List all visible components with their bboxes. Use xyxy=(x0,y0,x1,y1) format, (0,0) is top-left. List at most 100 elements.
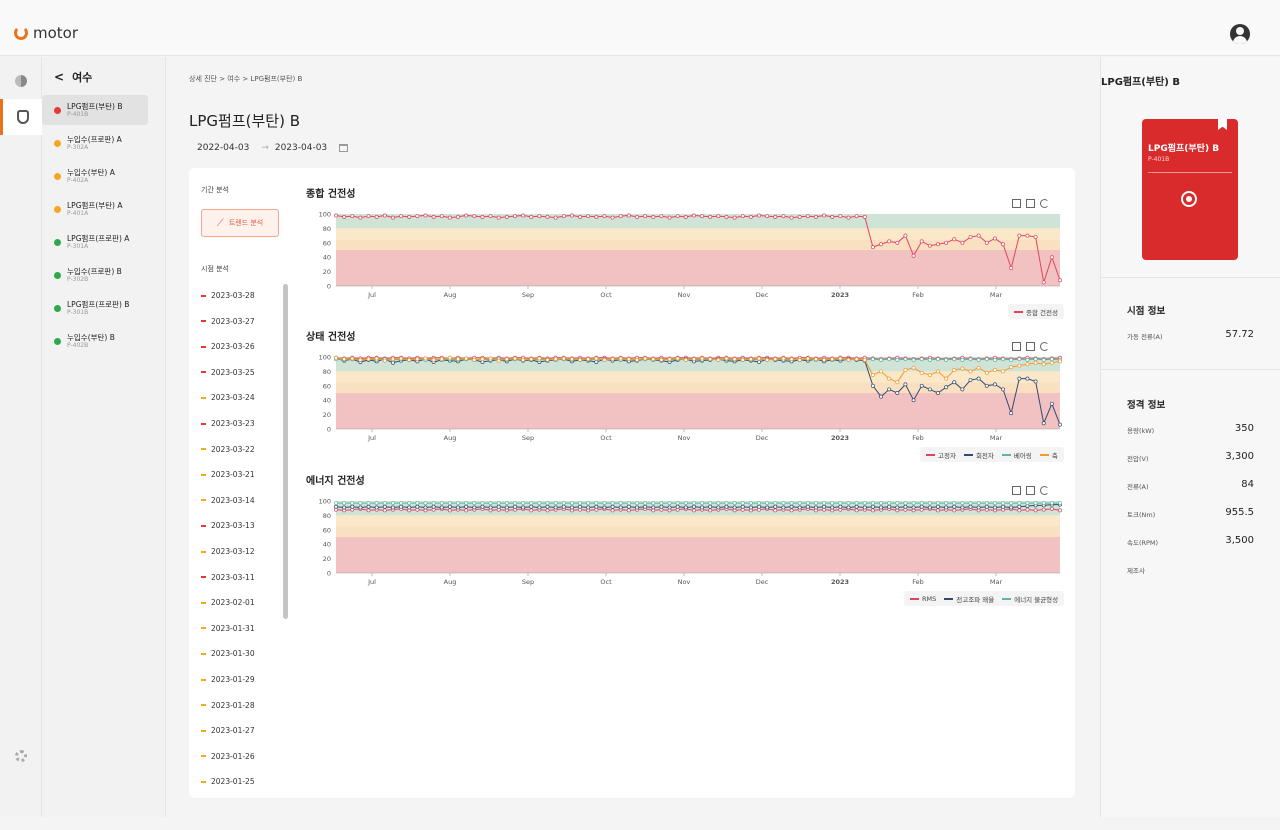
legend-item[interactable]: 회전자 xyxy=(963,450,994,460)
device-item[interactable]: LPG펌프(부탄) A P-401A xyxy=(42,194,148,224)
point-date-item[interactable]: 2023-03-26 xyxy=(201,342,255,351)
data-point xyxy=(537,356,542,361)
legend-item[interactable]: 종합 건전성 xyxy=(1014,307,1058,317)
status-dash-icon xyxy=(201,448,206,451)
data-point xyxy=(944,376,949,381)
data-point xyxy=(1041,362,1046,367)
zoom-select-icon[interactable] xyxy=(1012,342,1021,351)
data-point xyxy=(773,357,778,362)
data-point xyxy=(927,501,932,506)
data-point xyxy=(635,357,639,362)
time-info-title: 시점 정보 xyxy=(1127,306,1166,317)
data-point xyxy=(537,505,542,510)
data-point xyxy=(586,214,591,219)
data-point xyxy=(765,505,770,510)
point-date-item[interactable]: 2023-03-28 xyxy=(201,291,255,300)
point-date-label: 2023-03-13 xyxy=(211,521,255,531)
rail-item-settings[interactable] xyxy=(0,738,42,774)
data-point xyxy=(773,508,778,513)
data-point xyxy=(439,505,444,510)
date-list-scrollbar[interactable] xyxy=(283,284,288,619)
date-to[interactable]: 2023-04-03 xyxy=(274,143,328,153)
data-point xyxy=(480,504,485,509)
data-point xyxy=(1009,501,1014,506)
trend-button-label: 트렌드 분석 xyxy=(228,219,264,227)
status-dash-icon xyxy=(201,422,206,425)
device-item[interactable]: LPG펌프(프로판) B P-301B xyxy=(42,293,148,323)
zoom-select-icon[interactable] xyxy=(1012,199,1021,208)
point-date-item[interactable]: 2023-03-27 xyxy=(201,317,255,326)
refresh-icon[interactable] xyxy=(1040,199,1049,208)
point-date-item[interactable]: 2023-03-14 xyxy=(201,496,255,505)
logo[interactable]: motor xyxy=(14,24,78,42)
point-date-item[interactable]: 2023-03-13 xyxy=(201,521,255,530)
legend-item[interactable]: 전고조파 왜율 xyxy=(944,594,994,604)
zoom-reset-icon[interactable] xyxy=(1026,342,1035,351)
time-info-value: 57.72 xyxy=(1225,329,1254,340)
legend-label: RMS xyxy=(922,594,937,603)
data-point xyxy=(1025,376,1030,381)
legend-item[interactable]: 축 xyxy=(1039,450,1058,460)
data-point xyxy=(960,366,965,371)
data-point xyxy=(358,357,363,362)
legend-item[interactable]: 베어링 xyxy=(1001,450,1032,460)
zoom-select-icon[interactable] xyxy=(1012,486,1021,495)
asset-status-card[interactable]: LPG펌프(부탄) B P-401B xyxy=(1142,119,1238,260)
point-date-item[interactable]: 2023-01-31 xyxy=(201,624,255,633)
point-date-item[interactable]: 2023-03-23 xyxy=(201,419,255,428)
point-date-item[interactable]: 2023-01-30 xyxy=(201,649,255,658)
data-point xyxy=(569,357,574,362)
site-back-link[interactable]: < 여수 xyxy=(54,69,92,85)
legend-item[interactable]: RMS xyxy=(910,595,936,603)
data-point xyxy=(765,501,770,506)
date-range-picker[interactable]: 2022-04-03 → 2023-04-03 xyxy=(197,143,349,153)
point-date-item[interactable]: 2023-01-25 xyxy=(201,777,255,786)
zoom-reset-icon[interactable] xyxy=(1026,199,1035,208)
zoom-reset-icon[interactable] xyxy=(1026,486,1035,495)
legend-item[interactable]: 에너지 불균형성 xyxy=(1002,594,1058,604)
data-point xyxy=(976,365,981,370)
point-date-item[interactable]: 2023-01-29 xyxy=(201,675,255,684)
data-point xyxy=(773,504,778,509)
trend-analysis-button[interactable]: ⟋ 트렌드 분석 xyxy=(201,209,279,237)
point-date-item[interactable]: 2023-03-24 xyxy=(201,393,255,402)
device-item[interactable]: 누입수(부탄) A P-402A xyxy=(42,161,148,191)
x-tick-label: Dec xyxy=(756,434,769,442)
point-date-item[interactable]: 2023-03-11 xyxy=(201,573,255,582)
point-date-item[interactable]: 2023-03-21 xyxy=(201,470,255,479)
device-item[interactable]: 누입수(프로판) A P-302A xyxy=(42,128,148,158)
threshold-band xyxy=(336,526,1060,537)
point-date-label: 2023-01-31 xyxy=(211,623,255,633)
point-date-item[interactable]: 2023-03-22 xyxy=(201,445,255,454)
refresh-icon[interactable] xyxy=(1040,342,1049,351)
data-point xyxy=(992,357,997,362)
point-date-item[interactable]: 2023-01-26 xyxy=(201,752,255,761)
refresh-icon[interactable] xyxy=(1040,486,1049,495)
y-tick-label: 40 xyxy=(323,397,331,405)
data-point xyxy=(513,504,517,509)
device-item[interactable]: 누입수(프로판) B P-302B xyxy=(42,260,148,290)
rail-item-dashboard[interactable] xyxy=(0,63,42,99)
trend-icon: ⟋ xyxy=(216,217,224,229)
device-item[interactable]: 누입수(부탄) B P-402B xyxy=(42,326,148,356)
device-item[interactable]: LPG펌프(프로판) A P-301A xyxy=(42,227,148,257)
data-point xyxy=(569,505,574,510)
data-point xyxy=(846,357,851,362)
calendar-icon[interactable] xyxy=(339,144,349,152)
data-point xyxy=(537,214,542,219)
legend-item[interactable]: 고정자 xyxy=(926,450,956,460)
bookmark-icon[interactable] xyxy=(1218,119,1227,130)
user-account-icon[interactable] xyxy=(1230,24,1250,44)
date-from[interactable]: 2022-04-03 xyxy=(197,143,250,153)
data-point xyxy=(496,504,501,509)
point-date-item[interactable]: 2023-01-27 xyxy=(201,726,255,735)
device-item[interactable]: LPG펌프(부탄) B P-401B xyxy=(42,95,148,125)
point-date-item[interactable]: 2023-03-12 xyxy=(201,547,255,556)
point-date-item[interactable]: 2023-01-28 xyxy=(201,701,255,710)
point-date-item[interactable]: 2023-02-01 xyxy=(201,598,255,607)
status-dash-icon xyxy=(201,755,206,758)
data-point xyxy=(862,357,867,362)
rail-item-diagnosis[interactable] xyxy=(0,99,42,135)
data-point xyxy=(407,214,412,219)
point-date-item[interactable]: 2023-03-25 xyxy=(201,368,255,377)
